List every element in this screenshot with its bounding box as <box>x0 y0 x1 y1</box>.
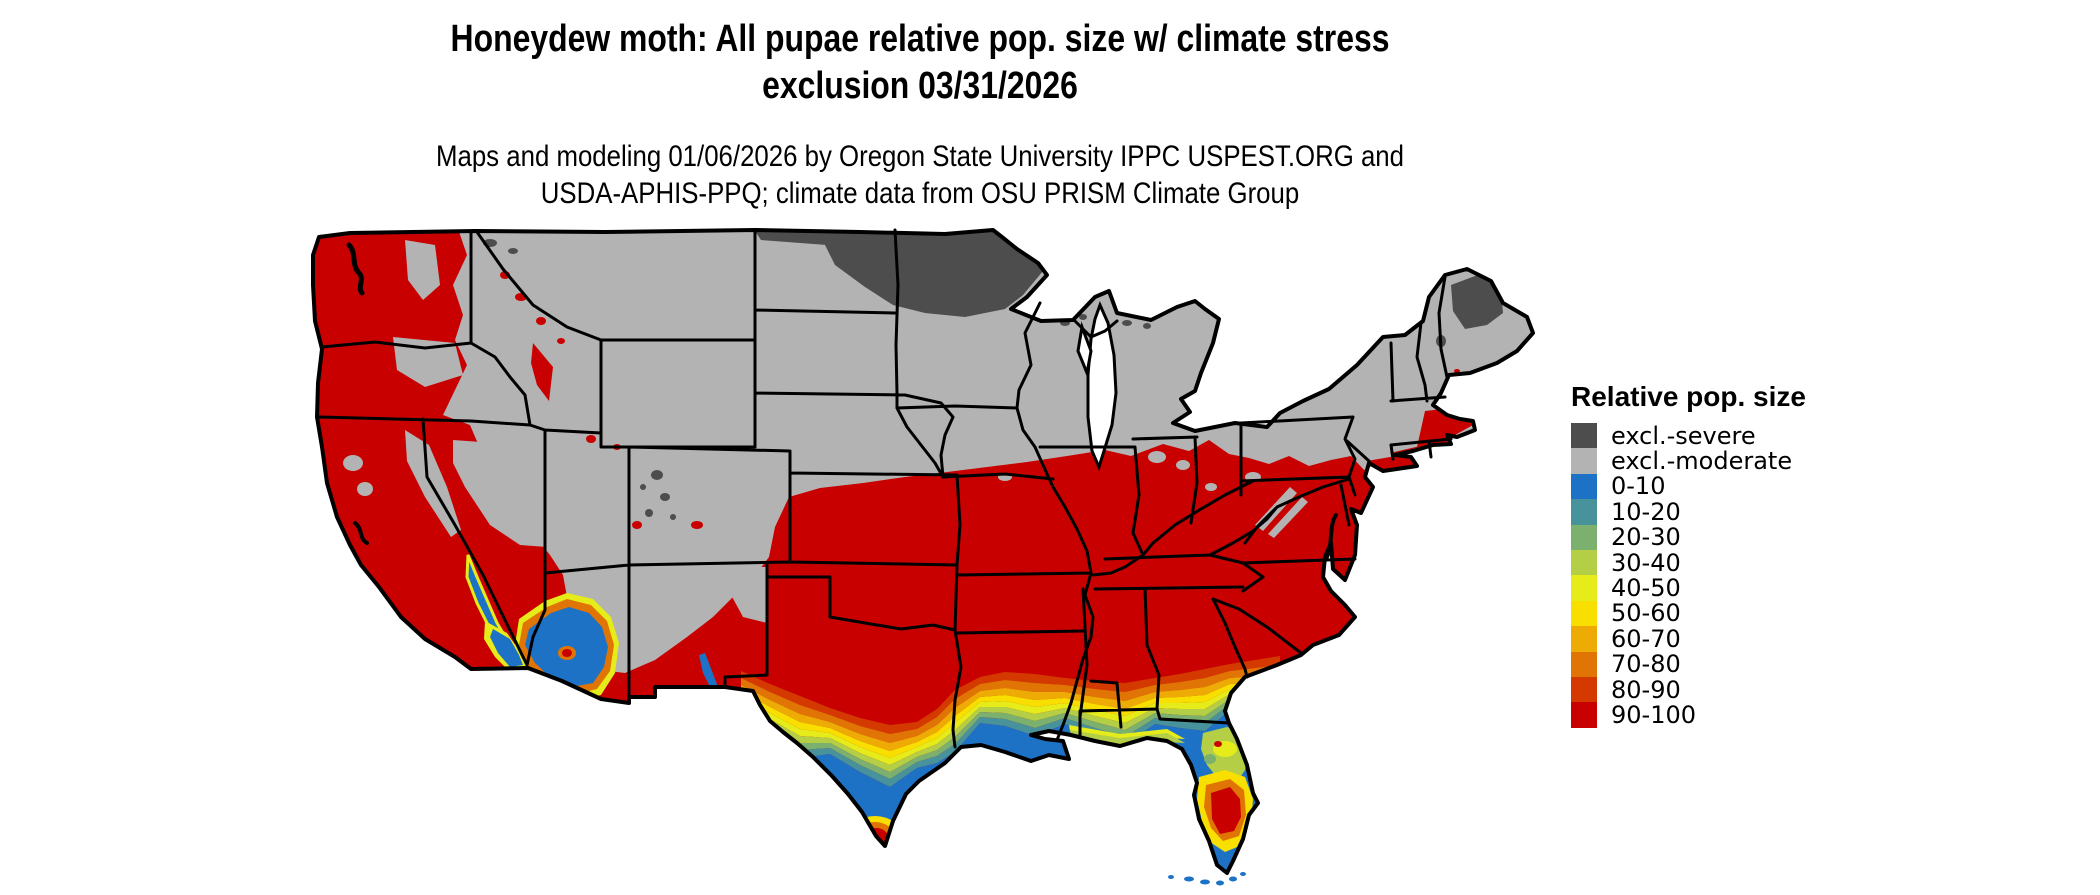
florida-keys <box>1168 872 1246 886</box>
state-borders <box>317 228 1453 749</box>
figure-header: Honeydew moth: All pupae relative pop. s… <box>0 16 1840 212</box>
figure-title-line1: Honeydew moth: All pupae relative pop. s… <box>450 18 1390 60</box>
map-raster-layer <box>313 230 1533 873</box>
legend-item: excl.-moderate <box>1571 447 1871 476</box>
raster-high-speckles <box>500 271 703 529</box>
legend-item-label: 20-30 <box>1611 523 1681 552</box>
gradient-band <box>741 699 1280 779</box>
figure-title-line2: exclusion 03/31/2026 <box>762 65 1078 107</box>
legend-item-label: 10-20 <box>1611 497 1681 526</box>
legend-item: 70-80 <box>1571 650 1871 679</box>
legend-swatch <box>1571 702 1597 728</box>
legend-item-label: 70-80 <box>1611 650 1681 679</box>
legend-item: 60-70 <box>1571 624 1871 653</box>
legend-swatch <box>1571 549 1597 576</box>
legend-item-label: 30-40 <box>1611 548 1681 577</box>
raster-region-severe <box>483 230 1503 520</box>
legend-item-label: excl.-moderate <box>1611 447 1793 476</box>
raster-florida-pocket <box>1197 727 1253 852</box>
gradient-band <box>741 694 1280 772</box>
legend-item: excl.-severe <box>1571 421 1871 450</box>
legend-swatch <box>1571 524 1597 550</box>
map-container <box>305 225 1550 890</box>
gradient-band <box>741 665 1280 743</box>
legend-item: 40-50 <box>1571 574 1871 603</box>
legend-rows: excl.-severe excl.-moderate 0-10 10-20 20-30… <box>1571 421 1871 729</box>
legend-item: 0-10 <box>1571 472 1871 501</box>
legend-item: 30-40 <box>1571 548 1871 577</box>
gradient-band <box>741 674 1280 751</box>
legend-item-label: 50-60 <box>1611 599 1681 628</box>
legend-item: 80-90 <box>1571 675 1871 704</box>
green-bay <box>1076 321 1093 379</box>
legend-item-label: 40-50 <box>1611 574 1681 603</box>
legend-swatch <box>1571 499 1597 525</box>
lake-michigan <box>1086 300 1118 472</box>
gradient-band <box>741 682 1280 758</box>
legend-swatch <box>1571 626 1597 652</box>
legend-item-label: 90-100 <box>1611 701 1697 729</box>
map-legend: Relative pop. size excl.-severe excl.-mod… <box>1571 381 1871 729</box>
legend-swatch <box>1571 600 1597 627</box>
figure-subtitle-line1: Maps and modeling 01/06/2026 by Oregon S… <box>435 140 1405 173</box>
us-map <box>311 228 1535 886</box>
legend-swatch <box>1571 575 1597 601</box>
legend-item-label: 0-10 <box>1611 472 1666 501</box>
legend-item-label: 80-90 <box>1611 675 1681 704</box>
legend-item: 50-60 <box>1571 599 1871 628</box>
legend-swatch <box>1571 423 1597 449</box>
legend-title: Relative pop. size <box>1571 381 1806 412</box>
raster-moderate-pockets <box>343 240 1308 645</box>
legend-swatch <box>1571 473 1597 500</box>
legend-item: 90-100 <box>1571 701 1871 729</box>
figure-subtitle-line2: USDA-APHIS-PPQ; climate data from OSU PR… <box>540 177 1300 210</box>
gradient-band <box>741 704 1280 787</box>
coastal-inlets <box>346 242 1338 559</box>
legend-item-label: 60-70 <box>1611 624 1681 653</box>
legend-swatch <box>1571 651 1597 677</box>
legend-swatch <box>1571 676 1597 703</box>
figure-subtitle: Maps and modeling 01/06/2026 by Oregon S… <box>0 138 1840 212</box>
legend-item: 20-30 <box>1571 523 1871 552</box>
legend-swatch <box>1571 448 1597 474</box>
legend-item-label: excl.-severe <box>1611 421 1756 450</box>
legend-item: 10-20 <box>1571 497 1871 526</box>
us-outline <box>311 228 1535 875</box>
